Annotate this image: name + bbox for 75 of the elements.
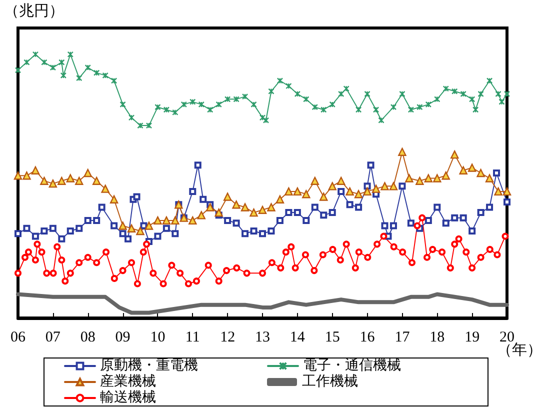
point (84, 168, 92, 178)
point (442, 172, 450, 180)
legend-label: 産業機械 (100, 374, 156, 390)
point (468, 164, 476, 172)
point (22, 172, 31, 180)
legend-label: 原動機・重電機 (100, 358, 198, 374)
legend-label: 工作機械 (302, 374, 358, 390)
point (154, 216, 162, 225)
point (372, 184, 380, 193)
point (250, 208, 258, 217)
x-tick-label: 08 (80, 330, 96, 346)
point (58, 176, 66, 186)
point (502, 187, 512, 196)
point (223, 192, 232, 201)
point (320, 192, 328, 201)
point (258, 206, 267, 214)
point (276, 195, 284, 204)
point (127, 224, 136, 232)
point (363, 187, 372, 196)
point (66, 174, 74, 182)
point (197, 211, 206, 220)
point (110, 195, 118, 204)
point (171, 216, 180, 225)
point (485, 174, 494, 182)
point (380, 182, 389, 190)
point (214, 208, 223, 217)
point (328, 182, 336, 190)
point (310, 176, 319, 186)
point (232, 200, 240, 209)
x-tick-label: 13 (255, 330, 270, 346)
x-tick-label: 06 (10, 330, 26, 346)
point (162, 216, 171, 225)
point (389, 182, 398, 190)
x-tick-label: 17 (394, 330, 410, 346)
x-tick-label: 19 (464, 330, 480, 346)
point (144, 222, 154, 230)
point (459, 166, 468, 174)
x-tick-label: 15 (324, 330, 340, 346)
x-tick-label: 12 (220, 330, 236, 346)
x-tick-label: 07 (45, 330, 61, 346)
point (40, 176, 48, 186)
point (424, 174, 433, 182)
point (302, 190, 310, 198)
point (267, 203, 276, 212)
point (346, 187, 354, 196)
point (75, 176, 84, 186)
x-tick-label: 09 (115, 330, 130, 346)
point (240, 203, 250, 212)
point (206, 203, 214, 212)
point (188, 216, 197, 225)
point (293, 187, 302, 196)
point (450, 150, 459, 159)
point (48, 179, 58, 188)
point (284, 187, 293, 196)
point (101, 184, 110, 193)
point (92, 176, 101, 186)
point (354, 190, 363, 198)
x-tick-label: 18 (430, 330, 445, 346)
point (336, 176, 346, 186)
x-tick-label: 14 (290, 330, 306, 346)
point (136, 226, 144, 236)
point (494, 187, 502, 196)
point (398, 148, 406, 156)
x-tick-label: 16 (360, 330, 376, 346)
x-tick-label: 11 (185, 330, 200, 346)
point (405, 174, 414, 182)
legend-label: 輸送機械 (100, 390, 156, 406)
point (118, 222, 127, 230)
y-axis-title: （兆円） (4, 2, 64, 20)
point (476, 168, 485, 178)
point (14, 172, 22, 180)
point (416, 176, 424, 186)
x-tick-label: 10 (150, 330, 166, 346)
point (433, 174, 442, 182)
point (31, 166, 40, 174)
